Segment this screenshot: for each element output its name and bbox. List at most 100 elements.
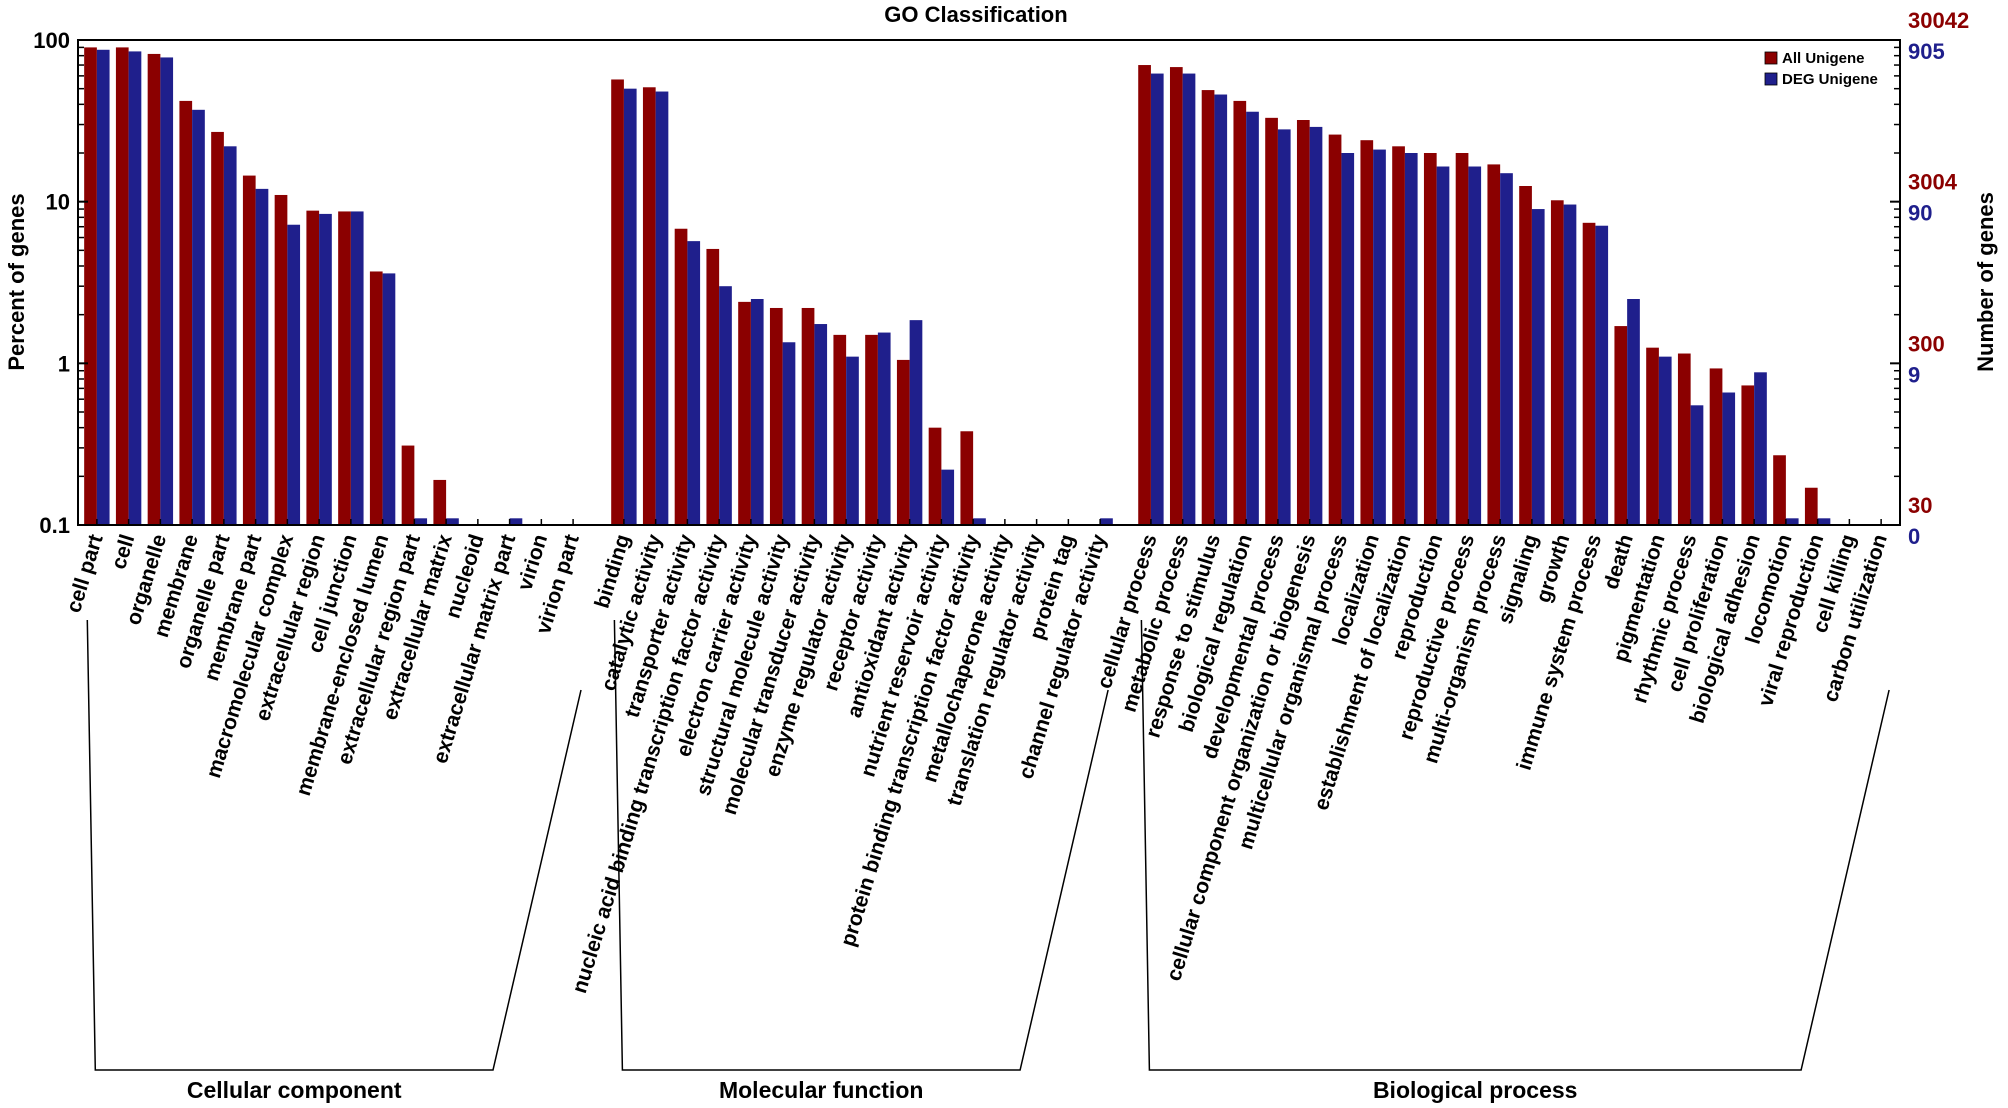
- y-axis-left-label: Percent of genes: [4, 193, 29, 370]
- bar-all-6: [274, 194, 288, 525]
- bar-all-26: [928, 427, 942, 525]
- bar-deg-50: [1722, 392, 1736, 525]
- bar-all-32: [1138, 65, 1151, 525]
- bar-deg-17: [655, 91, 669, 525]
- bar-deg-38: [1341, 153, 1355, 525]
- group-label: Cellular component: [187, 1077, 402, 1103]
- bar-deg-47: [1627, 299, 1640, 525]
- bar-all-20: [738, 301, 751, 525]
- bar-deg-1: [128, 51, 142, 525]
- chart-title: GO Classification: [884, 2, 1067, 27]
- bar-all-17: [642, 87, 656, 525]
- bar-deg-49: [1690, 405, 1704, 525]
- plot-frame: [77, 39, 1901, 526]
- bar-all-50: [1709, 368, 1723, 525]
- bar-all-24: [865, 334, 878, 525]
- legend-label-all: All Unigene: [1782, 50, 1865, 67]
- right-tick-label-deg: 905: [1908, 39, 1945, 64]
- bar-deg-2: [160, 57, 174, 525]
- right-tick-label-deg: 0: [1908, 524, 1920, 549]
- bar-deg-36: [1277, 129, 1291, 525]
- bar-deg-27: [973, 518, 986, 525]
- bar-deg-24: [877, 332, 891, 525]
- bar-all-45: [1550, 200, 1564, 525]
- bar-all-39: [1360, 140, 1374, 525]
- bar-deg-18: [687, 241, 701, 525]
- left-tick-label: 1: [58, 351, 70, 376]
- bar-deg-21: [782, 342, 796, 525]
- group-label: Molecular function: [719, 1077, 923, 1103]
- right-tick-label-all: 3004: [1908, 170, 1958, 195]
- bar-deg-6: [287, 224, 301, 526]
- bar-all-21: [769, 307, 783, 525]
- group-bracket: [86, 619, 582, 1071]
- right-tick-label-deg: 9: [1908, 362, 1920, 387]
- bar-deg-5: [255, 188, 269, 525]
- bar-deg-0: [96, 49, 110, 525]
- bar-all-19: [706, 248, 720, 525]
- bar-all-8: [338, 211, 351, 525]
- bar-deg-10: [414, 518, 428, 525]
- bar-all-18: [674, 228, 688, 526]
- bar-all-47: [1614, 326, 1628, 525]
- right-tick-label-deg: 90: [1908, 201, 1932, 226]
- left-tick-label: 0.1: [39, 513, 70, 538]
- bar-all-4: [211, 131, 224, 525]
- bar-deg-51: [1754, 372, 1767, 525]
- bar-all-42: [1455, 153, 1469, 525]
- bar-deg-19: [719, 286, 732, 525]
- bar-deg-7: [319, 213, 332, 525]
- bar-all-41: [1423, 153, 1437, 525]
- bar-all-34: [1201, 90, 1215, 525]
- bar-deg-35: [1246, 111, 1259, 525]
- bar-all-49: [1677, 353, 1691, 525]
- bar-all-51: [1741, 385, 1755, 525]
- right-tick-label-all: 300: [1908, 331, 1945, 356]
- bar-deg-42: [1468, 166, 1482, 525]
- bar-all-33: [1169, 67, 1183, 525]
- legend-label-deg: DEG Unigene: [1782, 71, 1878, 88]
- bar-deg-43: [1500, 173, 1513, 525]
- left-tick-label: 100: [33, 28, 70, 53]
- legend: All Unigene DEG Unigene: [1764, 50, 1878, 88]
- group-bracket: [613, 619, 1109, 1071]
- bar-all-11: [433, 479, 447, 525]
- bar-all-46: [1582, 222, 1596, 525]
- legend-swatch-deg: [1764, 72, 1778, 86]
- bar-deg-22: [814, 324, 828, 525]
- bar-deg-33: [1182, 73, 1196, 525]
- bar-all-1: [115, 47, 129, 526]
- bar-all-38: [1328, 134, 1342, 525]
- bar-all-2: [147, 53, 161, 526]
- bar-all-0: [84, 47, 97, 526]
- right-tick-label-all: 30: [1908, 493, 1932, 518]
- legend-swatch-all: [1764, 51, 1778, 65]
- bar-all-53: [1804, 487, 1818, 525]
- bar-deg-45: [1563, 204, 1577, 525]
- bar-deg-39: [1373, 149, 1386, 525]
- bar-all-27: [960, 431, 974, 525]
- bar-all-44: [1519, 186, 1532, 525]
- bar-deg-48: [1658, 356, 1672, 525]
- bar-deg-16: [623, 88, 637, 526]
- bar-all-36: [1265, 117, 1278, 525]
- bar-deg-26: [941, 469, 955, 525]
- bar-all-25: [896, 359, 910, 525]
- left-tick-label: 10: [46, 190, 70, 215]
- bar-deg-41: [1436, 166, 1450, 525]
- bar-deg-23: [846, 356, 859, 525]
- bar-all-9: [369, 271, 383, 525]
- bar-deg-53: [1817, 518, 1831, 525]
- bar-deg-32: [1150, 73, 1164, 525]
- bar-deg-8: [350, 211, 364, 525]
- bar-all-16: [611, 79, 624, 525]
- bar-deg-25: [909, 320, 923, 525]
- bar-deg-9: [382, 273, 396, 525]
- bar-all-48: [1646, 347, 1659, 525]
- bar-all-5: [242, 175, 256, 525]
- bar-deg-20: [750, 299, 764, 525]
- bar-deg-31: [1100, 518, 1113, 525]
- bar-all-7: [306, 210, 320, 525]
